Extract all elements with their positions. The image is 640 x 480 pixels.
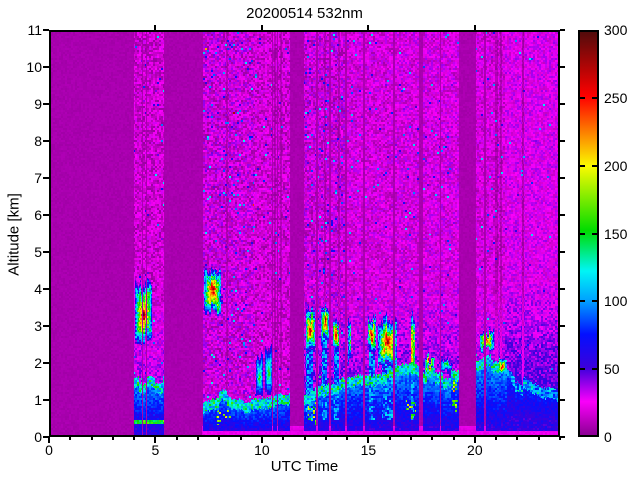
x-axis-tick bbox=[90, 437, 93, 440]
y-axis-right-tick bbox=[560, 362, 565, 364]
x-axis-tick bbox=[367, 437, 370, 443]
colorbar-tick bbox=[580, 232, 585, 235]
colorbar-tick-label: 250 bbox=[604, 89, 628, 106]
x-axis-tick bbox=[260, 437, 263, 443]
y-axis-tick bbox=[43, 251, 49, 253]
y-tick-label: 0 bbox=[34, 429, 42, 445]
x-axis-tick bbox=[111, 437, 114, 440]
y-axis-tick bbox=[43, 140, 49, 142]
y-axis-tick bbox=[43, 362, 49, 364]
y-axis-right-tick bbox=[560, 214, 565, 216]
x-axis-top-tick bbox=[154, 25, 157, 30]
colorbar-tick bbox=[592, 232, 597, 235]
y-axis-right-tick bbox=[560, 288, 565, 290]
y-axis-tick bbox=[43, 399, 49, 401]
x-axis-tick bbox=[537, 437, 540, 440]
y-axis-right-tick bbox=[560, 436, 565, 438]
x-tick-label: 10 bbox=[254, 442, 270, 458]
colorbar-tick bbox=[580, 164, 585, 167]
y-tick-label: 3 bbox=[34, 318, 42, 334]
colorbar-tick bbox=[580, 300, 585, 303]
x-axis-top-tick bbox=[473, 25, 476, 30]
x-axis-top-tick bbox=[367, 25, 370, 30]
colorbar-tick-label: 50 bbox=[604, 361, 620, 378]
y-tick-label: 6 bbox=[34, 207, 42, 223]
x-axis-tick bbox=[303, 437, 306, 440]
x-axis-tick bbox=[516, 437, 519, 440]
plot-area bbox=[49, 30, 560, 437]
x-axis-tick bbox=[559, 437, 561, 440]
x-tick-label: 0 bbox=[45, 442, 53, 458]
y-tick-label: 1 bbox=[34, 392, 42, 408]
y-axis-right-tick bbox=[560, 325, 565, 327]
y-tick-label: 4 bbox=[34, 281, 42, 297]
x-axis-tick bbox=[48, 437, 50, 443]
colorbar-tick-label: 150 bbox=[604, 225, 628, 242]
x-axis-tick bbox=[388, 437, 391, 440]
y-axis-right-tick bbox=[560, 177, 565, 179]
x-axis-tick bbox=[175, 437, 178, 440]
y-tick-label: 2 bbox=[34, 355, 42, 371]
y-tick-label: 10 bbox=[26, 59, 42, 75]
y-axis-tick bbox=[43, 177, 49, 179]
colorbar-tick bbox=[592, 300, 597, 303]
y-axis-right-tick bbox=[560, 251, 565, 253]
x-tick-label: 5 bbox=[151, 442, 160, 458]
x-axis-tick bbox=[452, 437, 455, 440]
x-tick-label: 15 bbox=[360, 442, 377, 458]
colorbar-tick-label: 100 bbox=[604, 293, 628, 310]
y-axis-right-tick bbox=[560, 29, 565, 31]
y-axis-tick bbox=[43, 214, 49, 216]
y-axis-tick bbox=[43, 325, 49, 327]
y-tick-label: 7 bbox=[34, 170, 42, 186]
y-tick-label: 11 bbox=[27, 22, 42, 38]
x-tick-label: 20 bbox=[467, 442, 483, 458]
heatmap-canvas bbox=[51, 32, 558, 435]
y-tick-label: 9 bbox=[34, 96, 42, 112]
x-axis-label: UTC Time bbox=[270, 458, 339, 475]
y-axis-tick bbox=[43, 29, 49, 31]
y-axis-right-tick bbox=[560, 399, 565, 401]
x-axis-tick bbox=[218, 437, 221, 440]
colorbar-tick bbox=[592, 164, 597, 167]
y-axis-tick bbox=[43, 436, 49, 438]
x-axis-tick bbox=[69, 437, 72, 440]
colorbar-tick-label: 300 bbox=[604, 22, 628, 38]
y-tick-label: 5 bbox=[34, 244, 42, 260]
x-axis-tick bbox=[197, 437, 200, 440]
colorbar-tick bbox=[580, 368, 585, 371]
colorbar bbox=[578, 30, 599, 437]
x-axis-tick bbox=[473, 437, 476, 443]
colorbar-tick bbox=[592, 368, 597, 371]
y-axis-tick bbox=[43, 66, 49, 68]
y-tick-label: 8 bbox=[34, 133, 42, 149]
colorbar-tick-label: 0 bbox=[604, 429, 612, 445]
x-axis-top-tick bbox=[260, 25, 263, 30]
colorbar-tick bbox=[580, 96, 585, 99]
colorbar-tick bbox=[592, 96, 597, 99]
x-axis-tick bbox=[346, 437, 349, 440]
y-axis-right-tick bbox=[560, 103, 565, 105]
x-axis-tick bbox=[282, 437, 285, 440]
plot-title: 20200514 532nm bbox=[246, 5, 363, 22]
x-axis-tick bbox=[239, 437, 242, 440]
colorbar-tick-label: 200 bbox=[604, 157, 628, 174]
x-axis-tick bbox=[431, 437, 434, 440]
x-axis-tick bbox=[133, 437, 136, 440]
x-axis-tick bbox=[495, 437, 498, 440]
y-axis-tick bbox=[43, 103, 49, 105]
x-axis-tick bbox=[324, 437, 327, 440]
y-axis-right-tick bbox=[560, 66, 565, 68]
x-axis-tick bbox=[154, 437, 157, 443]
x-axis-tick bbox=[409, 437, 412, 440]
y-axis-right-tick bbox=[560, 140, 565, 142]
y-axis-tick bbox=[43, 288, 49, 290]
